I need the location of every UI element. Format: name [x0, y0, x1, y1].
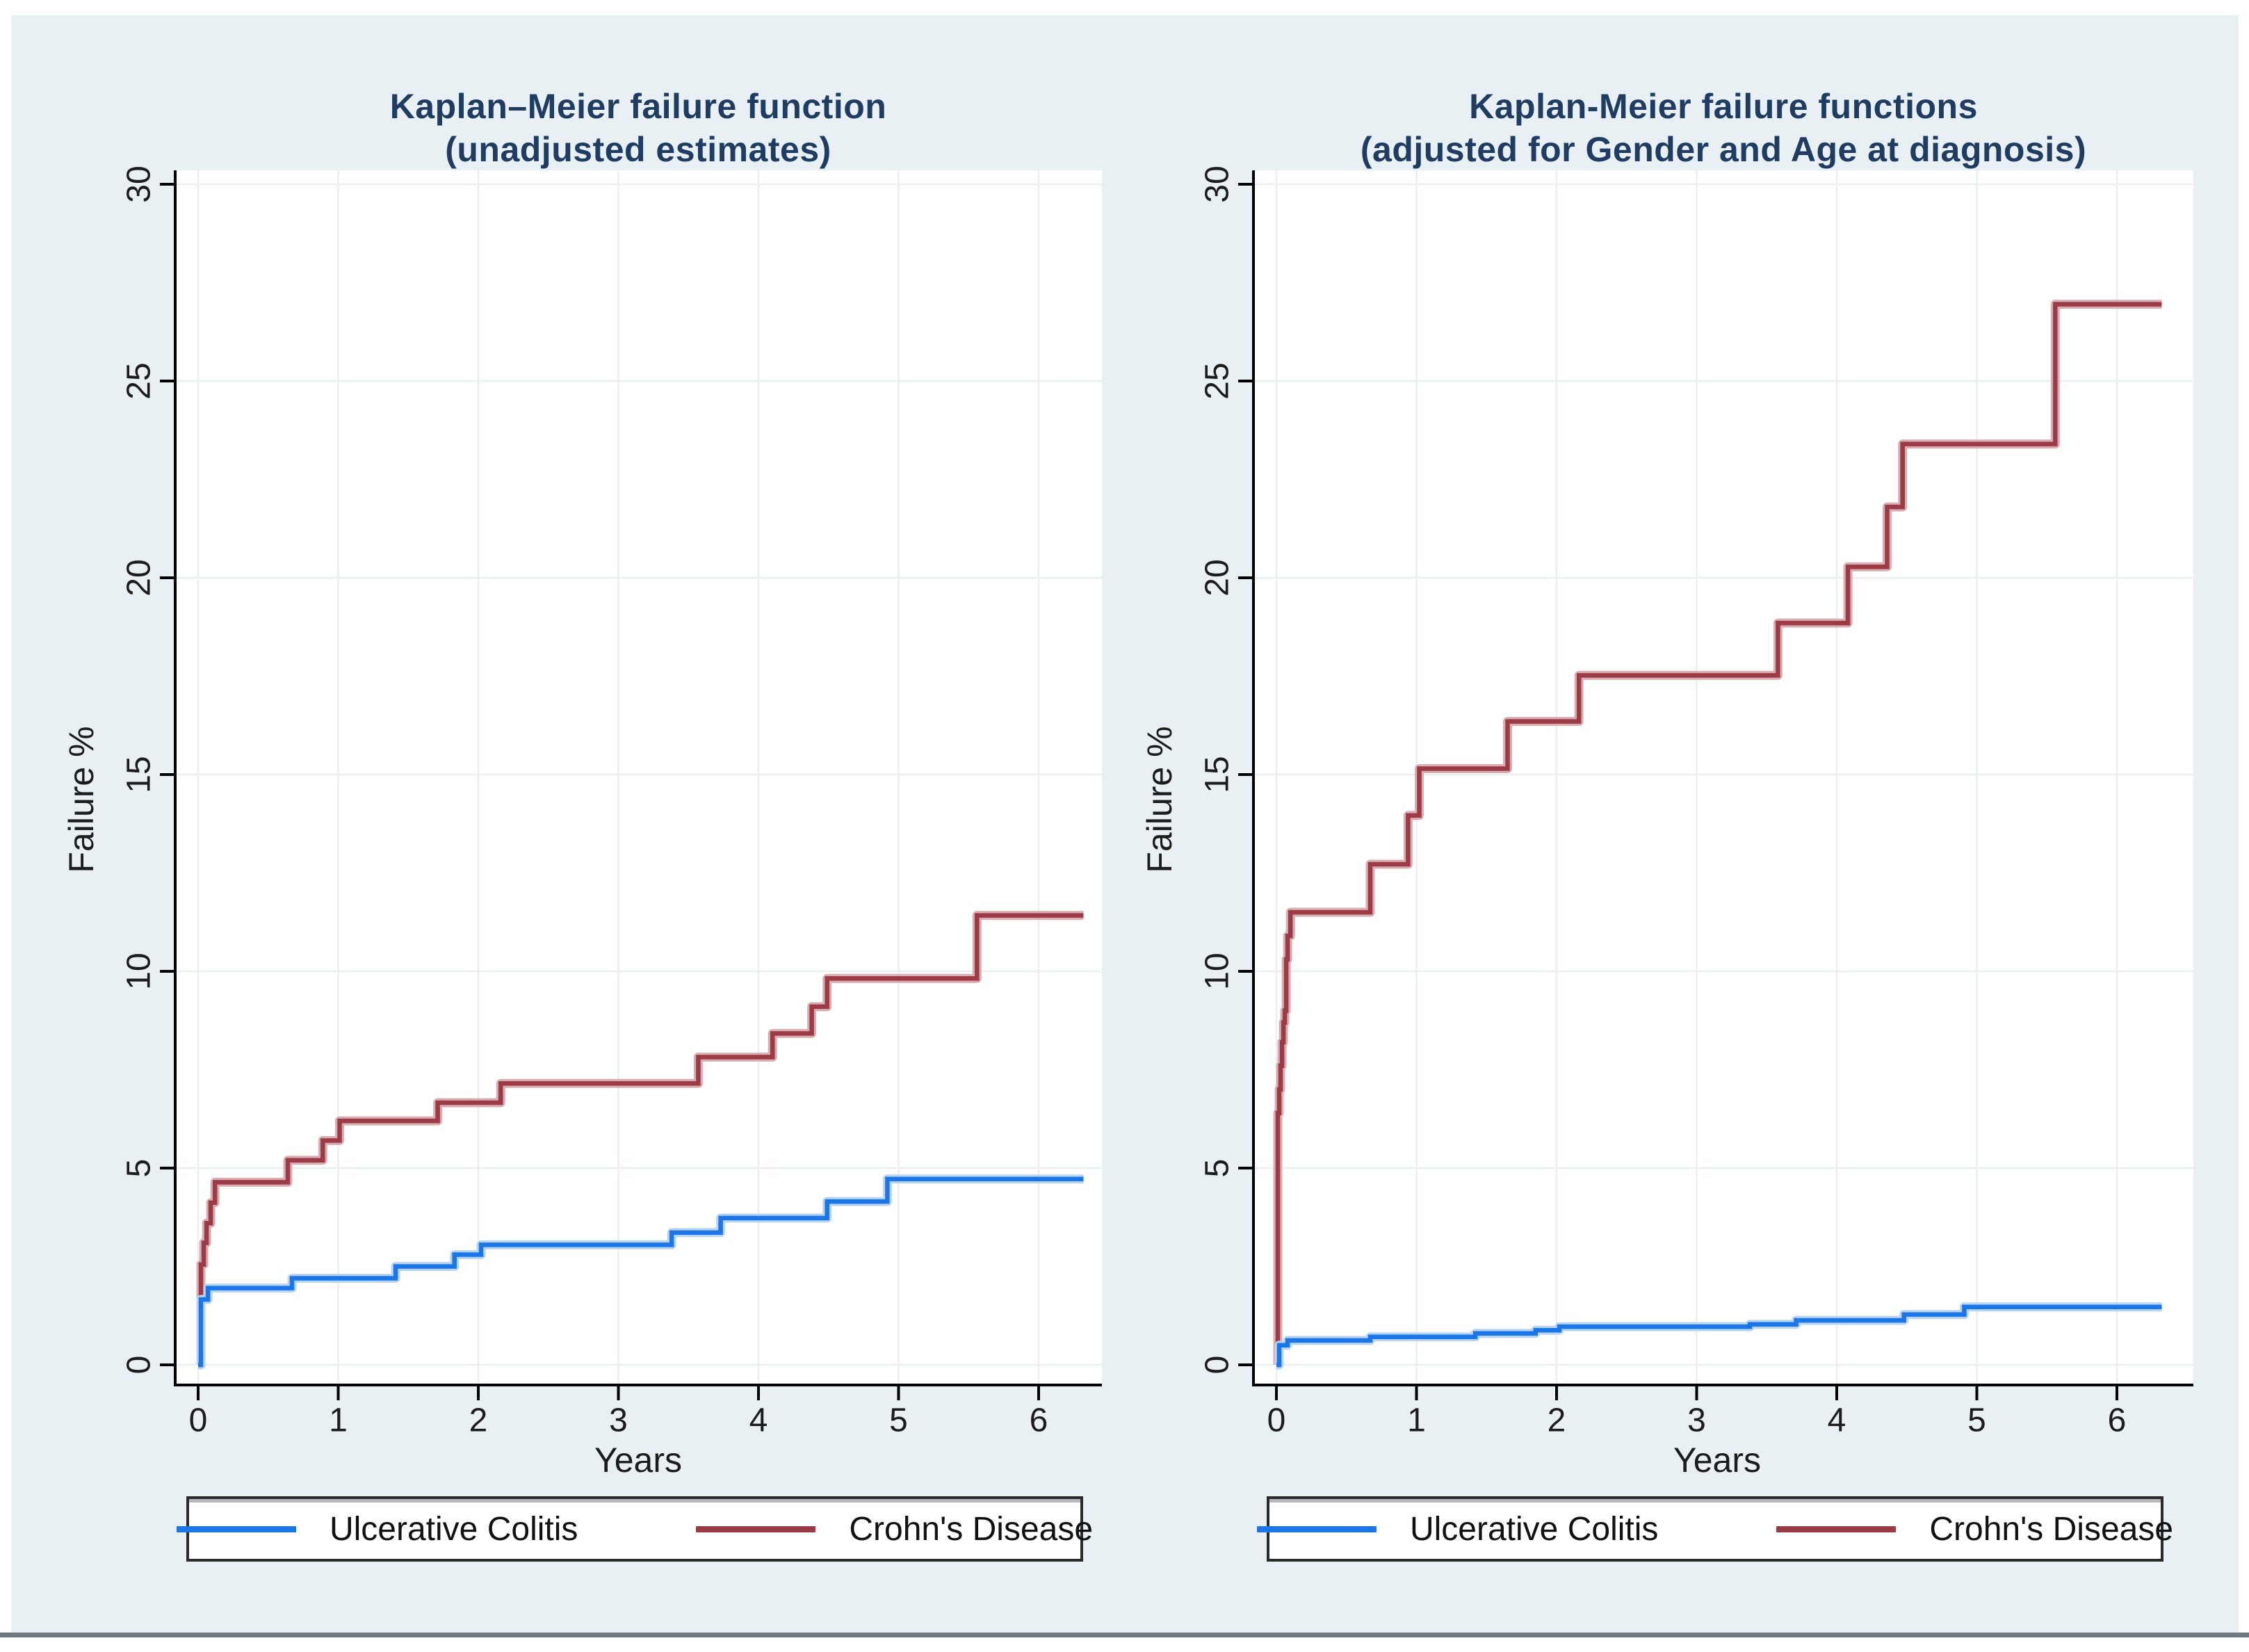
y-tick-label: 25: [120, 362, 158, 400]
panel-right-legend: Ulcerative Colitis Crohn's Disease: [1256, 1496, 2173, 1562]
y-tick-label: 0: [120, 1355, 158, 1375]
crohns-disease-line-swatch: [1776, 1525, 1897, 1532]
legend-entry-uc: Ulcerative Colitis: [176, 1510, 578, 1548]
crohns-disease-legend-label: Crohn's Disease: [849, 1510, 1094, 1548]
y-tick-label: 25: [1199, 362, 1236, 400]
x-tick-label: 6: [2107, 1402, 2127, 1439]
legend-entry-uc: Ulcerative Colitis: [1256, 1510, 1659, 1548]
ulcerative-colitis-legend-label: Ulcerative Colitis: [1409, 1510, 1659, 1548]
crohns-disease-legend-label: Crohn's Disease: [1929, 1510, 2174, 1548]
x-tick-label: 1: [1407, 1402, 1426, 1439]
x-tick-label: 1: [329, 1402, 348, 1439]
legend-entry-cd: Crohn's Disease: [696, 1510, 1093, 1548]
panel-left-y-axis-label: Failure %: [62, 726, 101, 873]
ulcerative-colitis-line-swatch: [1256, 1525, 1377, 1532]
ulcerative-colitis-legend-label: Ulcerative Colitis: [329, 1510, 578, 1548]
y-tick-label: 30: [120, 165, 158, 203]
panel-left-title-line1: Kaplan–Meier failure function: [389, 87, 887, 126]
y-tick-label: 15: [1199, 756, 1236, 793]
y-tick-label: 20: [1199, 559, 1236, 597]
panel-left-title: Kaplan–Meier failure function (unadjuste…: [221, 85, 1055, 171]
x-tick-label: 5: [1967, 1402, 1986, 1439]
panel-left-title-line2: (unadjusted estimates): [445, 130, 831, 169]
crohn-s-disease-curve: [1275, 302, 2162, 1368]
y-tick-label: 5: [120, 1158, 158, 1178]
crohn-s-disease-curve: [198, 913, 1084, 1368]
panel-left-x-axis-label: Years: [594, 1441, 683, 1480]
plot-area: [1253, 170, 2193, 1385]
crohns-disease-line-swatch: [696, 1525, 816, 1532]
plot-area: [175, 170, 1102, 1385]
y-tick-label: 10: [1199, 953, 1236, 990]
panel-right-x-axis-label: Years: [1673, 1441, 1762, 1480]
y-tick-label: 5: [1199, 1158, 1236, 1178]
legend-entry-cd: Crohn's Disease: [1776, 1510, 2173, 1548]
km-panel-right: [1238, 170, 2193, 1400]
panel-right-y-axis-label: Failure %: [1140, 726, 1179, 873]
panel-right-title: Kaplan-Meier failure functions (adjusted…: [1237, 85, 2210, 171]
y-tick-label: 10: [120, 953, 158, 990]
x-tick-label: 0: [188, 1402, 208, 1439]
x-tick-label: 5: [889, 1402, 908, 1439]
x-tick-label: 3: [609, 1402, 628, 1439]
y-tick-label: 20: [120, 559, 158, 597]
figure-bottom-rule: [0, 1633, 2249, 1637]
y-tick-label: 15: [120, 756, 158, 793]
x-tick-label: 4: [749, 1402, 768, 1439]
km-panel-left: [160, 170, 1102, 1400]
x-tick-label: 3: [1687, 1402, 1706, 1439]
x-tick-label: 4: [1827, 1402, 1846, 1439]
panel-left-legend: Ulcerative Colitis Crohn's Disease: [176, 1496, 1093, 1562]
y-tick-label: 30: [1199, 165, 1236, 203]
x-tick-label: 2: [469, 1402, 488, 1439]
panel-right-title-line1: Kaplan-Meier failure functions: [1469, 87, 1978, 126]
y-tick-label: 0: [1199, 1355, 1236, 1375]
x-tick-label: 0: [1267, 1402, 1286, 1439]
x-tick-label: 6: [1029, 1402, 1048, 1439]
panel-right-title-line2: (adjusted for Gender and Age at diagnosi…: [1360, 130, 2087, 169]
ulcerative-colitis-curve: [198, 1176, 1084, 1368]
x-tick-label: 2: [1547, 1402, 1566, 1439]
ulcerative-colitis-line-swatch: [176, 1525, 296, 1532]
ulcerative-colitis-curve: [1276, 1304, 2162, 1368]
